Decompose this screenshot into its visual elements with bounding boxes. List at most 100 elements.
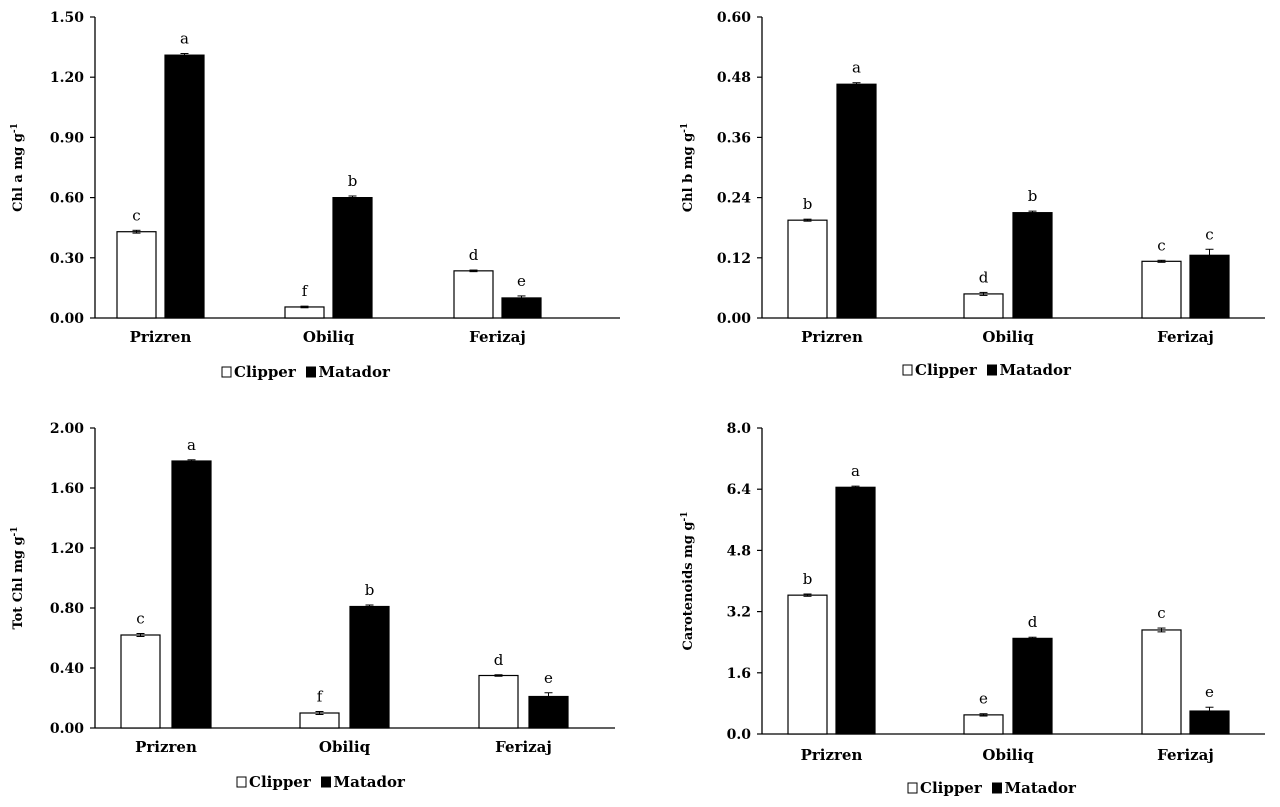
significance-letter: c	[132, 206, 140, 224]
y-tick-label: 1.60	[50, 481, 84, 497]
y-tick-label: 0.24	[717, 191, 751, 207]
bar-matador	[1012, 212, 1053, 319]
bar-clipper	[453, 270, 494, 319]
y-axis-label: Chl b mg g-1	[680, 123, 696, 212]
significance-letter: e	[544, 669, 553, 687]
x-category-label: Ferizaj	[1157, 746, 1214, 764]
legend-label-clipper: Clipper	[234, 363, 297, 381]
y-tick-label: 6.4	[727, 482, 752, 498]
x-category-label: Ferizaj	[1157, 328, 1214, 346]
significance-letter: a	[852, 59, 861, 77]
significance-letter: c	[136, 610, 144, 628]
y-axis-label-superscript: -1	[680, 511, 690, 521]
significance-letter: b	[1028, 187, 1038, 205]
x-category-label: Obiliq	[319, 738, 371, 756]
bar-matador	[528, 695, 569, 729]
bar-clipper	[299, 712, 340, 729]
bar-matador	[836, 83, 877, 319]
bar-clipper	[478, 674, 519, 729]
y-tick-label: 0.00	[717, 311, 751, 327]
y-tick-label: 0.80	[50, 601, 84, 617]
legend-label-matador: Matador	[319, 363, 391, 381]
x-category-label: Prizren	[801, 746, 863, 764]
bar-matador	[332, 197, 373, 319]
y-tick-label: 0.60	[717, 10, 751, 26]
y-tick-label: 1.20	[50, 541, 84, 557]
y-tick-label: 1.50	[50, 10, 84, 26]
significance-letter: d	[469, 246, 479, 264]
significance-letter: f	[317, 688, 324, 706]
bar-clipper	[1141, 260, 1182, 319]
x-category-label: Ferizaj	[469, 328, 526, 346]
chart-panel-2: 0.00 0.12 0.24 0.36 0.48 0.60 Chl b mg g-1 b a Pr…	[680, 10, 1265, 379]
legend-swatch-matador	[321, 776, 331, 788]
y-tick-label: 0.0	[727, 727, 752, 743]
y-axis-label-superscript: -1	[680, 123, 690, 133]
bar-clipper	[284, 306, 325, 319]
legend-swatch-matador	[306, 366, 316, 378]
bar-clipper	[787, 219, 828, 319]
significance-letter: b	[365, 581, 375, 599]
bar-clipper	[787, 594, 828, 735]
significance-letter: d	[979, 268, 989, 286]
significance-letter: f	[302, 282, 309, 300]
y-tick-label: 0.00	[50, 721, 84, 737]
significance-letter: a	[180, 30, 189, 48]
bar-clipper	[963, 714, 1004, 735]
significance-letter: e	[1205, 683, 1214, 701]
legend-label-clipper: Clipper	[920, 779, 983, 797]
significance-letter: c	[1157, 604, 1165, 622]
bar-matador	[349, 605, 390, 729]
y-tick-label: 2.00	[50, 421, 84, 437]
significance-letter: c	[1157, 236, 1165, 254]
x-category-label: Obiliq	[303, 328, 355, 346]
legend-label-matador: Matador	[334, 773, 406, 791]
significance-letter: b	[348, 172, 358, 190]
significance-letter: a	[851, 462, 860, 480]
x-category-label: Prizren	[135, 738, 197, 756]
y-tick-label: 0.60	[50, 191, 84, 207]
legend-swatch-clipper	[907, 782, 918, 794]
y-tick-label: 4.8	[727, 543, 751, 559]
y-axis-label: Tot Chl mg g-1	[10, 526, 26, 629]
legend-label-matador: Matador	[1005, 779, 1077, 797]
significance-letter: d	[494, 651, 504, 669]
legend-swatch-clipper	[902, 364, 913, 376]
significance-letter: e	[517, 272, 526, 290]
y-tick-label: 0.48	[717, 70, 751, 86]
y-tick-label: 0.90	[50, 130, 84, 146]
x-category-label: Obiliq	[982, 328, 1034, 346]
chart-panel-1: 0.00 0.30 0.60 0.90 1.20 1.50 Chl a mg g-1 c a Pr…	[10, 10, 620, 381]
x-category-label: Prizren	[130, 328, 192, 346]
y-tick-label: 0.40	[50, 661, 84, 677]
bar-matador	[835, 486, 876, 735]
legend-swatch-clipper	[236, 776, 247, 788]
y-tick-label: 8.0	[727, 421, 752, 437]
bar-matador	[164, 54, 205, 319]
legend-swatch-matador	[992, 782, 1002, 794]
significance-letter: c	[1205, 225, 1213, 243]
y-axis-label-superscript: -1	[10, 526, 20, 536]
legend-label-matador: Matador	[1000, 361, 1072, 379]
legend-label-clipper: Clipper	[915, 361, 978, 379]
y-axis-label: Chl a mg g-1	[10, 123, 26, 212]
significance-letter: b	[803, 195, 813, 213]
y-tick-label: 0.00	[50, 311, 84, 327]
y-tick-label: 0.30	[50, 251, 84, 267]
y-tick-label: 1.20	[50, 70, 84, 86]
y-axis-label-superscript: -1	[10, 123, 20, 133]
legend-label-clipper: Clipper	[249, 773, 312, 791]
y-tick-label: 1.6	[727, 666, 751, 682]
legend-swatch-clipper	[221, 366, 232, 378]
y-tick-label: 3.2	[727, 605, 751, 621]
bar-clipper	[963, 293, 1004, 319]
bar-matador	[1012, 637, 1053, 735]
y-tick-label: 0.12	[717, 251, 751, 267]
bar-clipper	[116, 231, 157, 319]
x-category-label: Ferizaj	[495, 738, 552, 756]
x-category-label: Prizren	[801, 328, 863, 346]
legend-swatch-matador	[987, 364, 997, 376]
bar-clipper	[1141, 629, 1182, 735]
bar-matador	[1189, 254, 1230, 319]
significance-letter: b	[803, 570, 813, 588]
